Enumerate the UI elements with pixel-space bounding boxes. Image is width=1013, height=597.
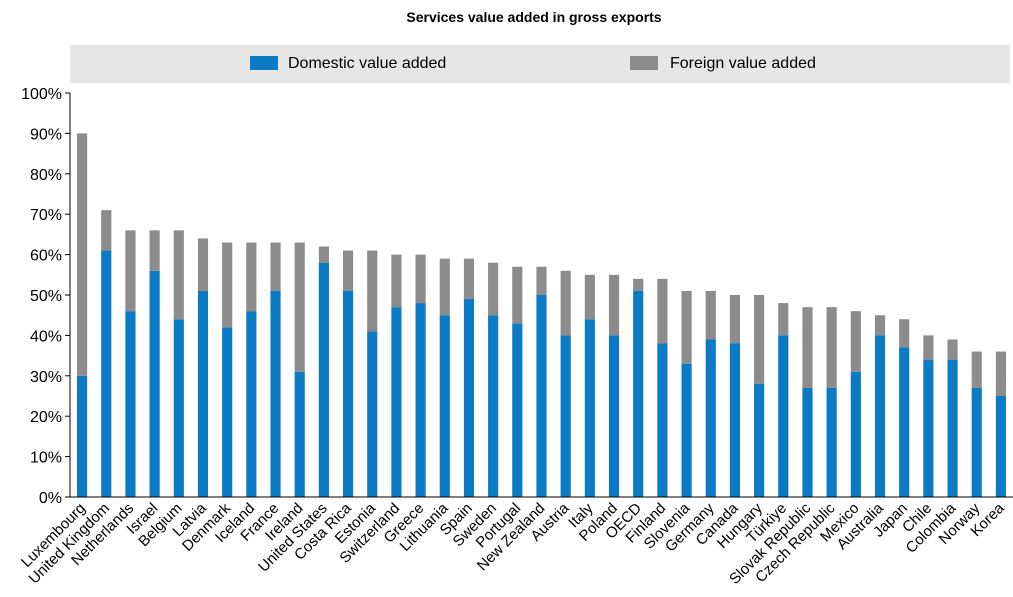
bar-foreign	[367, 250, 378, 332]
bar-domestic	[294, 371, 305, 497]
y-tick-label: 70%	[30, 207, 62, 224]
y-tick-label: 30%	[30, 369, 62, 386]
bar-foreign	[560, 270, 571, 336]
bar-domestic	[850, 371, 861, 497]
bar-domestic	[729, 343, 741, 497]
bar-foreign	[488, 262, 499, 316]
bar-domestic	[391, 307, 402, 497]
bar-foreign	[415, 254, 426, 304]
bar-foreign	[584, 274, 595, 320]
bar-foreign	[850, 311, 861, 372]
bar-domestic	[125, 311, 136, 497]
bar-foreign	[222, 242, 233, 328]
bar-foreign	[149, 230, 160, 271]
bar-foreign	[729, 295, 741, 344]
bar-domestic	[608, 335, 620, 497]
bar-domestic	[149, 270, 160, 497]
bar-foreign	[197, 238, 209, 291]
bar-domestic	[947, 359, 958, 497]
bar-foreign	[971, 351, 982, 388]
bar-foreign	[391, 254, 402, 308]
bar-domestic	[681, 363, 692, 497]
bar-foreign	[802, 307, 813, 388]
bar-domestic	[270, 290, 281, 497]
bar-domestic	[173, 319, 184, 497]
bar-domestic	[923, 359, 934, 497]
bar-domestic	[101, 250, 112, 497]
bar-foreign	[318, 246, 329, 263]
bar-domestic	[512, 323, 523, 497]
bar-domestic	[657, 343, 668, 497]
y-tick-label: 10%	[30, 450, 62, 467]
bar-foreign	[657, 278, 668, 344]
bars	[77, 133, 1006, 497]
y-tick-label: 50%	[30, 288, 62, 305]
bar-domestic	[488, 315, 499, 497]
bar-foreign	[923, 335, 934, 360]
bar-domestic	[197, 290, 209, 497]
bar-foreign	[874, 315, 886, 336]
bar-domestic	[778, 335, 789, 497]
bar-foreign	[995, 351, 1006, 396]
bar-domestic	[705, 339, 716, 497]
chart-title: Services value added in gross exports	[406, 9, 661, 25]
y-tick-label: 20%	[30, 409, 62, 426]
bar-foreign	[125, 230, 136, 312]
y-tick-label: 40%	[30, 328, 62, 345]
legend-panel	[70, 45, 1010, 83]
bar-domestic	[874, 335, 886, 497]
bar-foreign	[633, 278, 644, 291]
bar-foreign	[294, 242, 305, 372]
y-tick-label: 0%	[39, 490, 62, 507]
y-axis: 0% 10% 20% 30% 40% 50% 60% 70% 80% 90% 100%	[21, 86, 71, 507]
bar-domestic	[222, 327, 233, 497]
bar-domestic	[367, 331, 378, 497]
y-tick-label: 90%	[30, 126, 62, 143]
bar-foreign	[463, 258, 475, 300]
bar-domestic	[971, 387, 982, 497]
bar-foreign	[899, 319, 910, 348]
legend-label-domestic: Domestic value added	[288, 55, 446, 72]
bar-domestic	[802, 387, 813, 497]
bar-foreign	[512, 266, 523, 324]
bar-domestic	[246, 311, 257, 497]
bar-domestic	[536, 295, 547, 497]
bar-foreign	[754, 295, 765, 384]
y-tick-label: 80%	[30, 167, 62, 184]
bar-domestic	[995, 396, 1006, 497]
y-tick-label: 60%	[30, 248, 62, 265]
bar-foreign	[947, 339, 958, 360]
bar-domestic	[342, 290, 354, 497]
bar-foreign	[173, 230, 184, 320]
bar-foreign	[536, 266, 547, 295]
bar-foreign	[778, 303, 789, 336]
bar-domestic	[77, 375, 88, 497]
bar-domestic	[318, 262, 329, 497]
bar-domestic	[899, 347, 910, 497]
bar-foreign	[681, 290, 692, 364]
legend-label-foreign: Foreign value added	[670, 55, 816, 72]
y-tick-label: 100%	[21, 86, 62, 103]
bar-foreign	[826, 307, 837, 388]
bar-domestic	[415, 303, 426, 497]
bar-foreign	[705, 290, 716, 340]
bar-foreign	[270, 242, 281, 291]
bar-foreign	[77, 133, 88, 376]
bar-domestic	[633, 290, 644, 497]
bar-domestic	[754, 383, 765, 497]
bar-domestic	[463, 299, 475, 497]
bar-foreign	[342, 250, 354, 291]
legend-swatch-domestic	[250, 56, 278, 70]
bar-domestic	[826, 387, 837, 497]
bar-foreign	[608, 274, 620, 336]
bar-domestic	[439, 315, 450, 497]
bar-foreign	[246, 242, 257, 312]
bar-domestic	[560, 335, 571, 497]
legend-swatch-foreign	[630, 56, 658, 70]
bar-domestic	[584, 319, 595, 497]
bar-foreign	[101, 210, 112, 251]
bar-foreign	[439, 258, 450, 316]
